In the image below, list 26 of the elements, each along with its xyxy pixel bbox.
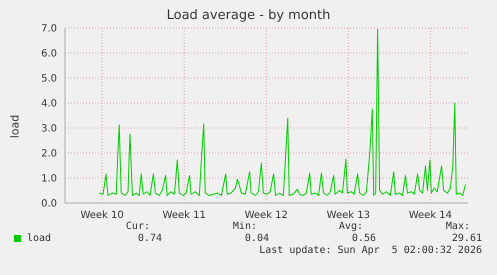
text: Avg:	[338, 221, 363, 232]
line-series	[98, 28, 466, 196]
x-tick-label: Week 10	[80, 210, 124, 222]
text: Max:	[446, 221, 470, 232]
y-tick-label: 2.0	[41, 148, 57, 160]
x-tick-label: Week 11	[162, 210, 206, 222]
text: 29.61	[452, 233, 482, 244]
y-tick-label: 6.0	[41, 48, 57, 60]
y-axis-title: load	[8, 114, 22, 138]
y-tick-label: 3.0	[41, 124, 57, 135]
text: Last update: Sun Apr 5 02:00:32 2026	[259, 245, 482, 256]
x-tick-label: Week 14	[408, 210, 452, 222]
text: 0.04	[244, 233, 269, 244]
y-tick-label: 5.0	[41, 74, 57, 85]
text: 0.74	[138, 233, 162, 244]
legend-label: load	[27, 233, 52, 244]
text: Min:	[232, 221, 257, 232]
y-tick-label: 0.0	[41, 198, 57, 210]
x-tick-label: Week 13	[326, 210, 370, 222]
y-tick-label: 7.0	[41, 24, 57, 35]
text: 0.56	[352, 233, 376, 244]
x-tick-label: Week 12	[244, 210, 288, 222]
text: Cur:	[126, 221, 150, 232]
y-tick-label: 4.0	[41, 98, 57, 110]
y-tick-label: 1.0	[41, 174, 57, 185]
chart-title: Load average - by month	[166, 8, 332, 23]
